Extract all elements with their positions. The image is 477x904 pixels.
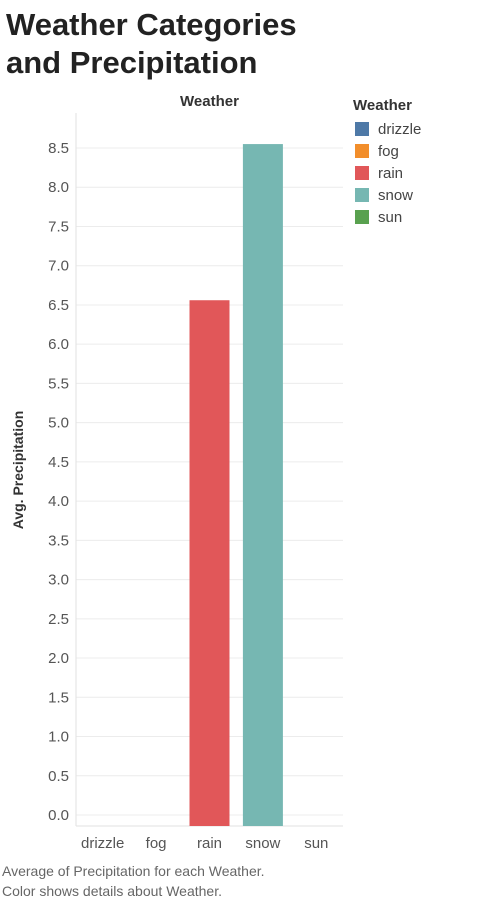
y-tick-label: 3.5 (48, 532, 69, 549)
caption-line-1: Average of Precipitation for each Weathe… (2, 863, 265, 879)
x-tick-label: drizzle (81, 835, 124, 852)
y-tick-label: 7.0 (48, 258, 69, 275)
legend-title: Weather (353, 97, 412, 114)
x-tick-label: rain (197, 835, 222, 852)
legend-swatch (355, 122, 369, 136)
chart-title: Weather Categories and Precipitation (6, 7, 297, 80)
legend-swatch (355, 166, 369, 180)
y-tick-label: 5.0 (48, 415, 69, 432)
y-tick-label: 5.5 (48, 375, 69, 392)
y-tick-label: 2.5 (48, 611, 69, 628)
legend-items: drizzle fog rain snow sun (353, 118, 421, 228)
y-axis-label: Avg. Precipitation (10, 411, 26, 530)
y-tick-label: 4.5 (48, 454, 69, 471)
y-tick-label: 6.0 (48, 336, 69, 353)
x-tick-label: fog (146, 835, 167, 852)
legend-label: snow (378, 186, 414, 204)
bar-snow (242, 144, 283, 826)
x-tick-label: sun (304, 835, 328, 852)
y-tick-label: 2.0 (48, 650, 69, 667)
legend-item-sun: sun (353, 206, 421, 228)
legend-item-drizzle: drizzle (353, 118, 421, 140)
y-tick-label: 1.0 (48, 729, 69, 746)
legend: Weather drizzle fog rain snow sun (353, 97, 421, 228)
legend-item-fog: fog (353, 140, 421, 162)
legend-swatch (355, 144, 369, 158)
legend-item-rain: rain (353, 162, 421, 184)
y-tick-label: 8.5 (48, 140, 69, 157)
bar-rain (189, 300, 230, 827)
legend-label: fog (378, 142, 399, 160)
legend-swatch (355, 210, 369, 224)
chart-caption: Average of Precipitation for each Weathe… (2, 861, 265, 901)
legend-label: rain (378, 164, 404, 182)
legend-label: sun (378, 208, 403, 226)
legend-label: drizzle (378, 120, 422, 138)
x-tick-label: snow (245, 835, 280, 852)
y-tick-label: 4.0 (48, 493, 69, 510)
legend-item-snow: snow (353, 184, 421, 206)
y-tick-label: 0.5 (48, 768, 69, 785)
y-tick-label: 3.0 (48, 572, 69, 589)
legend-swatch (355, 188, 369, 202)
y-tick-label: 8.0 (48, 179, 69, 196)
caption-line-2: Color shows details about Weather. (2, 883, 222, 899)
y-tick-label: 1.5 (48, 689, 69, 706)
y-tick-label: 0.0 (48, 807, 69, 824)
column-header: Weather (180, 93, 239, 110)
y-tick-label: 6.5 (48, 297, 69, 314)
y-tick-label: 7.5 (48, 218, 69, 235)
